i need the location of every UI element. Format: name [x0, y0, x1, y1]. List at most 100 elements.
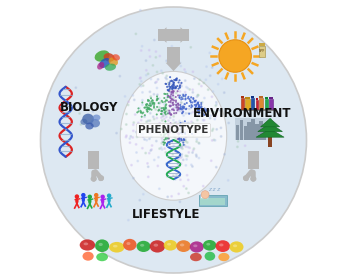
Point [162, 132, 168, 136]
Point [187, 107, 192, 111]
Point [176, 108, 182, 112]
Ellipse shape [96, 253, 108, 261]
Point [178, 121, 183, 125]
Point [157, 101, 162, 105]
Point [162, 92, 167, 96]
Point [180, 104, 186, 109]
Point [114, 131, 119, 135]
Bar [88, 151, 99, 169]
Point [163, 76, 168, 80]
Point [165, 195, 170, 199]
Point [176, 123, 181, 128]
Point [179, 130, 185, 134]
Point [188, 95, 194, 99]
Point [199, 112, 205, 116]
Point [191, 146, 197, 151]
Point [180, 109, 186, 114]
Point [159, 109, 165, 113]
Point [163, 135, 169, 140]
Point [139, 132, 145, 137]
Point [177, 200, 183, 204]
Point [183, 135, 188, 139]
Point [192, 99, 198, 103]
Point [178, 104, 184, 109]
Ellipse shape [190, 241, 204, 253]
Point [173, 103, 179, 108]
Point [166, 81, 171, 85]
Point [196, 141, 202, 145]
Point [156, 108, 162, 112]
Point [173, 85, 179, 90]
Point [177, 95, 182, 99]
Point [190, 87, 195, 92]
Point [156, 186, 162, 191]
Point [183, 138, 188, 142]
Point [210, 127, 216, 131]
Point [166, 110, 171, 115]
Point [142, 113, 147, 117]
Point [164, 174, 170, 179]
Point [193, 98, 198, 103]
Point [219, 77, 225, 81]
Bar [239, 120, 243, 140]
Point [146, 151, 152, 155]
Point [187, 99, 193, 103]
Point [214, 127, 220, 132]
Ellipse shape [203, 240, 216, 251]
Point [178, 106, 184, 111]
Point [187, 87, 193, 92]
Point [208, 113, 213, 118]
Point [198, 102, 204, 107]
Point [194, 137, 200, 141]
Point [138, 79, 144, 83]
Point [187, 146, 192, 150]
Point [126, 100, 132, 104]
Point [196, 100, 202, 104]
Point [176, 132, 181, 137]
Point [143, 58, 149, 63]
Ellipse shape [81, 119, 87, 125]
Point [163, 119, 168, 124]
Point [184, 186, 189, 191]
Point [197, 106, 202, 110]
Point [172, 86, 178, 90]
Point [171, 82, 176, 87]
Point [153, 80, 158, 85]
Point [173, 139, 179, 144]
Point [164, 137, 169, 142]
Point [156, 96, 162, 101]
Point [169, 94, 175, 98]
Point [156, 105, 162, 109]
Point [170, 93, 176, 98]
Point [198, 101, 204, 105]
Point [151, 117, 157, 121]
Ellipse shape [229, 241, 244, 253]
Point [197, 111, 202, 115]
Point [190, 121, 196, 125]
Point [149, 134, 154, 139]
Point [145, 105, 150, 110]
Point [128, 134, 134, 139]
Point [183, 92, 189, 97]
Point [200, 132, 206, 137]
Point [148, 104, 154, 108]
Point [170, 107, 176, 111]
Point [139, 100, 145, 105]
Point [158, 112, 164, 116]
Point [131, 120, 136, 125]
Point [137, 82, 143, 87]
Point [162, 111, 168, 115]
Circle shape [81, 193, 86, 197]
Point [171, 111, 177, 116]
Point [200, 100, 205, 104]
Point [147, 122, 152, 127]
Point [170, 85, 176, 89]
Point [177, 123, 182, 128]
Point [164, 112, 169, 116]
Point [189, 163, 194, 167]
Ellipse shape [193, 244, 197, 247]
Bar [260, 98, 263, 109]
Point [168, 104, 174, 108]
Point [176, 157, 181, 161]
Point [212, 117, 218, 121]
